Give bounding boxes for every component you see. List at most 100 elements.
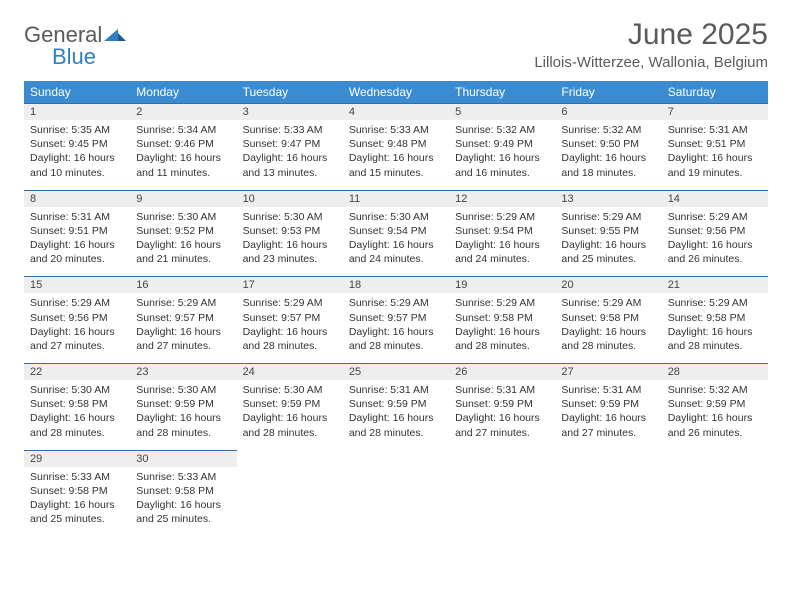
day-details: Sunrise: 5:32 AMSunset: 9:50 PMDaylight:… (555, 120, 661, 190)
calendar-cell: 4Sunrise: 5:33 AMSunset: 9:48 PMDaylight… (343, 103, 449, 190)
day-number: 10 (237, 190, 343, 207)
calendar-cell: 24Sunrise: 5:30 AMSunset: 9:59 PMDayligh… (237, 363, 343, 450)
calendar-cell: 7Sunrise: 5:31 AMSunset: 9:51 PMDaylight… (662, 103, 768, 190)
day-number: 21 (662, 276, 768, 293)
day-details: Sunrise: 5:29 AMSunset: 9:58 PMDaylight:… (449, 293, 555, 363)
day-number: 5 (449, 103, 555, 120)
calendar-cell: 8Sunrise: 5:31 AMSunset: 9:51 PMDaylight… (24, 190, 130, 277)
calendar-cell: 17Sunrise: 5:29 AMSunset: 9:57 PMDayligh… (237, 276, 343, 363)
day-details: Sunrise: 5:33 AMSunset: 9:47 PMDaylight:… (237, 120, 343, 190)
calendar-cell: 13Sunrise: 5:29 AMSunset: 9:55 PMDayligh… (555, 190, 661, 277)
day-number: 17 (237, 276, 343, 293)
day-details: Sunrise: 5:31 AMSunset: 9:59 PMDaylight:… (449, 380, 555, 450)
day-details: Sunrise: 5:33 AMSunset: 9:58 PMDaylight:… (130, 467, 236, 537)
calendar-body: 1Sunrise: 5:35 AMSunset: 9:45 PMDaylight… (24, 103, 768, 536)
day-number: 3 (237, 103, 343, 120)
calendar-cell: 22Sunrise: 5:30 AMSunset: 9:58 PMDayligh… (24, 363, 130, 450)
weekday-header: Monday (130, 81, 236, 103)
calendar-cell: 6Sunrise: 5:32 AMSunset: 9:50 PMDaylight… (555, 103, 661, 190)
day-number: 19 (449, 276, 555, 293)
calendar-cell: 3Sunrise: 5:33 AMSunset: 9:47 PMDaylight… (237, 103, 343, 190)
day-details: Sunrise: 5:29 AMSunset: 9:55 PMDaylight:… (555, 207, 661, 277)
day-number: 15 (24, 276, 130, 293)
day-details: Sunrise: 5:35 AMSunset: 9:45 PMDaylight:… (24, 120, 130, 190)
day-details: Sunrise: 5:31 AMSunset: 9:51 PMDaylight:… (24, 207, 130, 277)
day-details: Sunrise: 5:32 AMSunset: 9:49 PMDaylight:… (449, 120, 555, 190)
calendar-cell: 28Sunrise: 5:32 AMSunset: 9:59 PMDayligh… (662, 363, 768, 450)
weekday-header: Thursday (449, 81, 555, 103)
day-details: Sunrise: 5:30 AMSunset: 9:58 PMDaylight:… (24, 380, 130, 450)
day-number: 24 (237, 363, 343, 380)
calendar-week-row: 22Sunrise: 5:30 AMSunset: 9:58 PMDayligh… (24, 363, 768, 450)
day-details: Sunrise: 5:29 AMSunset: 9:57 PMDaylight:… (343, 293, 449, 363)
day-details: Sunrise: 5:29 AMSunset: 9:57 PMDaylight:… (130, 293, 236, 363)
day-number: 8 (24, 190, 130, 207)
day-details: Sunrise: 5:32 AMSunset: 9:59 PMDaylight:… (662, 380, 768, 450)
day-number: 28 (662, 363, 768, 380)
calendar-cell: 5Sunrise: 5:32 AMSunset: 9:49 PMDaylight… (449, 103, 555, 190)
day-number: 25 (343, 363, 449, 380)
title-block: June 2025 Lillois-Witterzee, Wallonia, B… (534, 18, 768, 71)
day-number: 7 (662, 103, 768, 120)
calendar-cell: 23Sunrise: 5:30 AMSunset: 9:59 PMDayligh… (130, 363, 236, 450)
day-details: Sunrise: 5:29 AMSunset: 9:54 PMDaylight:… (449, 207, 555, 277)
calendar-cell: 14Sunrise: 5:29 AMSunset: 9:56 PMDayligh… (662, 190, 768, 277)
day-details: Sunrise: 5:33 AMSunset: 9:48 PMDaylight:… (343, 120, 449, 190)
calendar-cell: 2Sunrise: 5:34 AMSunset: 9:46 PMDaylight… (130, 103, 236, 190)
calendar-cell: 18Sunrise: 5:29 AMSunset: 9:57 PMDayligh… (343, 276, 449, 363)
page-title: June 2025 (534, 18, 768, 52)
day-number: 16 (130, 276, 236, 293)
day-details: Sunrise: 5:31 AMSunset: 9:59 PMDaylight:… (343, 380, 449, 450)
calendar-week-row: 8Sunrise: 5:31 AMSunset: 9:51 PMDaylight… (24, 190, 768, 277)
day-number: 20 (555, 276, 661, 293)
calendar-cell: 1Sunrise: 5:35 AMSunset: 9:45 PMDaylight… (24, 103, 130, 190)
day-number: 29 (24, 450, 130, 467)
header: General Blue June 2025 Lillois-Witterzee… (24, 18, 768, 71)
day-details: Sunrise: 5:30 AMSunset: 9:54 PMDaylight:… (343, 207, 449, 277)
day-details: Sunrise: 5:31 AMSunset: 9:59 PMDaylight:… (555, 380, 661, 450)
day-number: 22 (24, 363, 130, 380)
calendar-table: SundayMondayTuesdayWednesdayThursdayFrid… (24, 81, 768, 536)
day-details: Sunrise: 5:31 AMSunset: 9:51 PMDaylight:… (662, 120, 768, 190)
calendar-cell: 20Sunrise: 5:29 AMSunset: 9:58 PMDayligh… (555, 276, 661, 363)
day-number: 6 (555, 103, 661, 120)
calendar-cell: .. (449, 450, 555, 537)
calendar-week-row: 29Sunrise: 5:33 AMSunset: 9:58 PMDayligh… (24, 450, 768, 537)
logo: General Blue (24, 24, 126, 68)
day-details: Sunrise: 5:30 AMSunset: 9:53 PMDaylight:… (237, 207, 343, 277)
calendar-week-row: 1Sunrise: 5:35 AMSunset: 9:45 PMDaylight… (24, 103, 768, 190)
day-number: 30 (130, 450, 236, 467)
day-number: 18 (343, 276, 449, 293)
calendar-cell: 15Sunrise: 5:29 AMSunset: 9:56 PMDayligh… (24, 276, 130, 363)
day-number: 9 (130, 190, 236, 207)
calendar-cell: .. (343, 450, 449, 537)
day-details: Sunrise: 5:29 AMSunset: 9:56 PMDaylight:… (662, 207, 768, 277)
weekday-header: Saturday (662, 81, 768, 103)
weekday-header: Friday (555, 81, 661, 103)
calendar-cell: 16Sunrise: 5:29 AMSunset: 9:57 PMDayligh… (130, 276, 236, 363)
day-details: Sunrise: 5:34 AMSunset: 9:46 PMDaylight:… (130, 120, 236, 190)
calendar-week-row: 15Sunrise: 5:29 AMSunset: 9:56 PMDayligh… (24, 276, 768, 363)
calendar-cell: 11Sunrise: 5:30 AMSunset: 9:54 PMDayligh… (343, 190, 449, 277)
calendar-cell: 27Sunrise: 5:31 AMSunset: 9:59 PMDayligh… (555, 363, 661, 450)
weekday-header: Sunday (24, 81, 130, 103)
calendar-cell: 29Sunrise: 5:33 AMSunset: 9:58 PMDayligh… (24, 450, 130, 537)
weekday-header-row: SundayMondayTuesdayWednesdayThursdayFrid… (24, 81, 768, 103)
calendar-cell: .. (662, 450, 768, 537)
day-number: 13 (555, 190, 661, 207)
day-number: 2 (130, 103, 236, 120)
day-details: Sunrise: 5:30 AMSunset: 9:59 PMDaylight:… (130, 380, 236, 450)
logo-arrow-icon (104, 27, 126, 48)
day-details: Sunrise: 5:33 AMSunset: 9:58 PMDaylight:… (24, 467, 130, 537)
calendar-cell: 19Sunrise: 5:29 AMSunset: 9:58 PMDayligh… (449, 276, 555, 363)
day-details: Sunrise: 5:29 AMSunset: 9:57 PMDaylight:… (237, 293, 343, 363)
day-number: 4 (343, 103, 449, 120)
day-number: 23 (130, 363, 236, 380)
weekday-header: Wednesday (343, 81, 449, 103)
location-label: Lillois-Witterzee, Wallonia, Belgium (534, 54, 768, 71)
day-number: 12 (449, 190, 555, 207)
calendar-cell: 10Sunrise: 5:30 AMSunset: 9:53 PMDayligh… (237, 190, 343, 277)
day-details: Sunrise: 5:29 AMSunset: 9:56 PMDaylight:… (24, 293, 130, 363)
calendar-cell: 12Sunrise: 5:29 AMSunset: 9:54 PMDayligh… (449, 190, 555, 277)
day-details: Sunrise: 5:30 AMSunset: 9:59 PMDaylight:… (237, 380, 343, 450)
